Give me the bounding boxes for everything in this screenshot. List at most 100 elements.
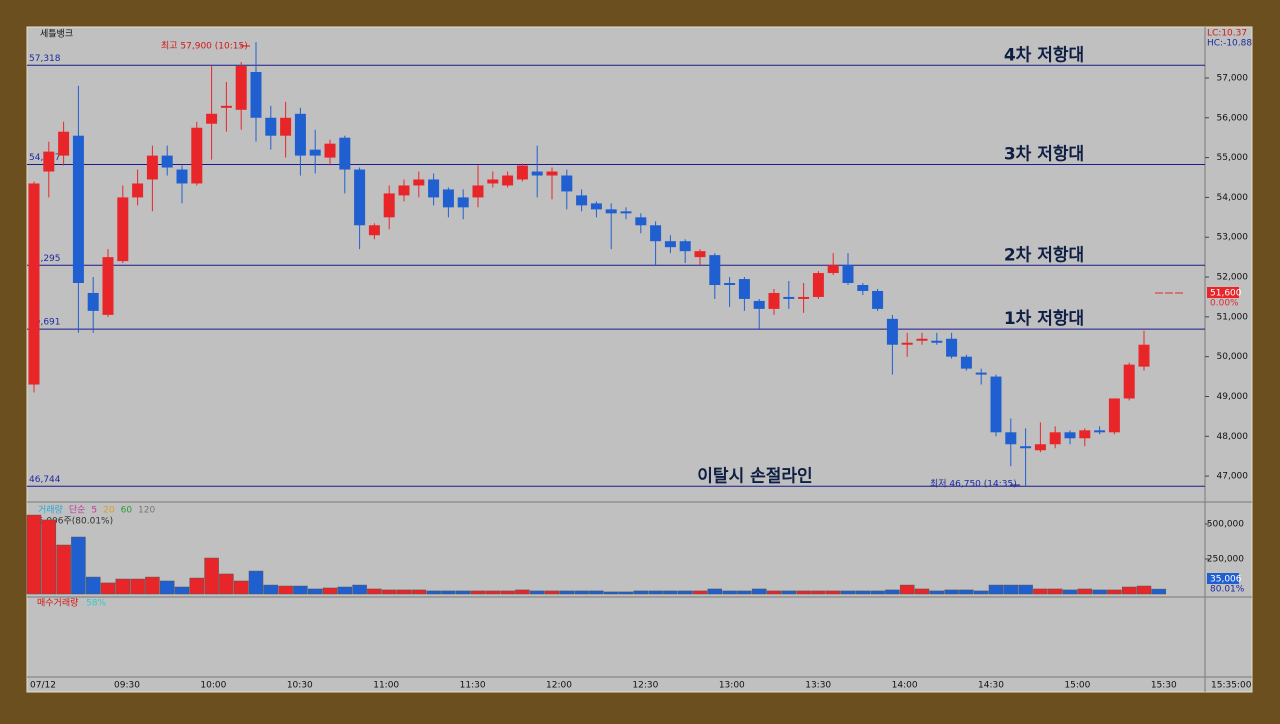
volume-bar [130, 578, 145, 595]
volume-bar [307, 588, 323, 595]
candle-body [812, 273, 824, 297]
candle-body [1064, 432, 1076, 439]
candle-body [590, 203, 602, 210]
candle-body [265, 117, 277, 136]
x-tick-label: 15:30 [1151, 681, 1177, 691]
candle-body [561, 175, 573, 192]
candle-body [738, 279, 750, 299]
volume-bar [1018, 584, 1033, 595]
volume-bar [766, 590, 782, 595]
candle-body [87, 292, 99, 311]
volume-bar [411, 589, 427, 595]
candle-body [502, 175, 514, 186]
volume-bar [85, 576, 101, 595]
volume-bar [100, 582, 116, 595]
y-tick-label: 55,000 [1217, 153, 1249, 163]
candle-body [827, 265, 839, 274]
candle-body [176, 169, 188, 184]
candle-body [901, 342, 913, 345]
volume-bar [899, 584, 915, 595]
volume-bar [589, 590, 604, 595]
date-label: 07/12 [30, 681, 56, 691]
candle-body [457, 197, 469, 208]
candle-body [724, 283, 736, 285]
volume-info: 35,006주(80.01%) [32, 516, 113, 527]
candle-body [309, 149, 321, 156]
volume-bar [870, 590, 885, 595]
legend-item: 단순 [69, 505, 86, 516]
time-now: 15:35:00 [1211, 681, 1252, 691]
candle-body [531, 171, 543, 176]
candle-body [576, 195, 588, 206]
candle-body [857, 285, 869, 291]
volume-bar [885, 589, 900, 595]
volume-bar [692, 590, 708, 595]
volume-bar [500, 590, 515, 595]
volume-bar [914, 588, 930, 595]
volume-bar [559, 590, 575, 595]
x-tick-label: 10:00 [200, 681, 226, 691]
volume-bar [781, 590, 797, 595]
candle-body [1108, 398, 1120, 433]
y-tick-label: 250,000 [1207, 555, 1244, 565]
volume-bar [603, 591, 619, 595]
candle-body [58, 131, 70, 156]
y-tick-label: 49,000 [1217, 392, 1249, 402]
candle-body [516, 165, 528, 180]
candle-body [1049, 432, 1061, 445]
x-tick-label: 14:30 [978, 681, 1004, 691]
volume-bar [959, 589, 974, 595]
volume-bar [1121, 586, 1137, 595]
y-tick-label: 500,000 [1207, 520, 1244, 530]
volume-bar [455, 590, 471, 595]
level-value: 57,318 [29, 54, 61, 64]
legend-item: 60 [121, 506, 133, 516]
volume-bar [115, 578, 131, 595]
volume-bar [751, 588, 767, 595]
candle-body [1034, 444, 1046, 451]
candle-body [1123, 364, 1135, 399]
volume-bar [529, 590, 545, 595]
x-tick-label: 15:00 [1064, 681, 1090, 691]
volume-bar [811, 590, 826, 595]
volume-bar [26, 514, 42, 595]
volume-bar [159, 580, 175, 595]
volume-bar [855, 590, 871, 595]
price-box [1207, 287, 1239, 298]
y-tick-label: 57,000 [1217, 73, 1249, 83]
y-tick-label: 52,000 [1217, 273, 1249, 283]
volume-bar [219, 573, 234, 595]
candle-body [102, 257, 114, 315]
candle-body [842, 265, 854, 284]
volume-ratio: 80.01% [1210, 585, 1245, 595]
volume-bar [174, 586, 190, 595]
candle-body [975, 372, 987, 375]
volume-bar [840, 590, 856, 595]
volume-bar [618, 591, 634, 595]
candle-body [339, 137, 351, 170]
candle-body [798, 296, 810, 299]
candle-body [931, 340, 943, 343]
volume-bar [544, 590, 560, 595]
volume-bar [1033, 588, 1048, 595]
candle-body [235, 66, 247, 110]
legend-item: 120 [138, 506, 155, 516]
volume-bar [381, 589, 397, 595]
volume-bar [1151, 588, 1167, 595]
volume-bar [41, 519, 57, 595]
volume-bar [204, 557, 219, 595]
y-tick-label: 48,000 [1217, 432, 1249, 442]
candle-body [872, 290, 884, 309]
level-name: 1차 저항대 [1004, 308, 1084, 329]
current-price: 51,600 [1210, 289, 1242, 299]
candle-body [146, 155, 158, 180]
volume-bar [145, 576, 160, 595]
candle-body [117, 197, 129, 262]
volume-bar [796, 590, 811, 595]
candle-body [753, 300, 765, 309]
level-name: 2차 저항대 [1004, 244, 1084, 265]
candle-body [679, 241, 691, 252]
candle-body [946, 338, 958, 357]
candle-body [442, 189, 454, 208]
